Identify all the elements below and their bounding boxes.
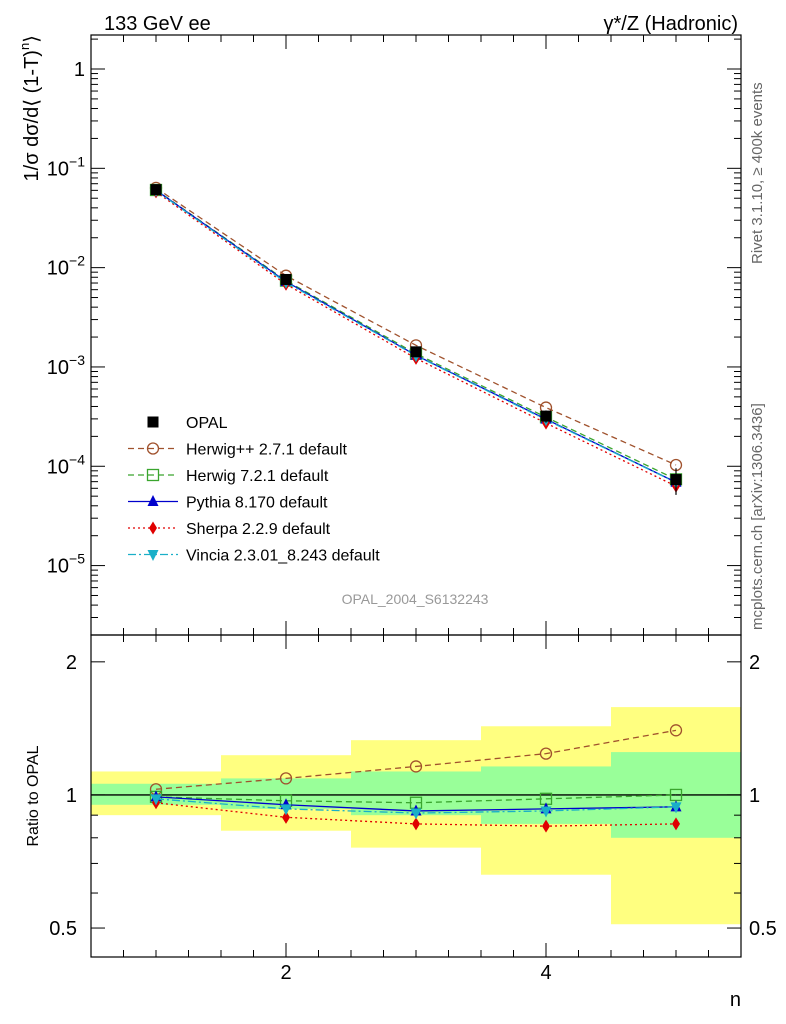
legend-label-herwig-7-2-1-default: Herwig 7.2.1 default (186, 468, 329, 485)
legend-label-pythia-8-170-default: Pythia 8.170 default (186, 495, 328, 512)
ratio-marker-sherpa-2-2-9-default (412, 817, 420, 831)
ratio-marker-vincia-2-3-01-8-243-default (150, 794, 162, 806)
series-line-herwig-7-2-1-default (155, 189, 677, 480)
ratio-plot-panel: 0.5 0.5 1 1 2 2 2 4 Ratio to OPAL n (25, 634, 777, 1011)
ratio-marker-sherpa-2-2-9-default (542, 819, 550, 833)
ratio-y-tick-label-right: 0.5 (749, 918, 777, 940)
series-line-sherpa-2-2-9-default (155, 191, 677, 487)
ratio-x-tick-label: 4 (540, 962, 551, 984)
main-y-tick-label: 10−4 (47, 451, 85, 478)
ratio-marker-herwig-2-7-1-default (539, 747, 553, 760)
main-plot-panel: 1 10−1 10−2 10−3 10−4 10−5 1/σ dσ/d⟨ (1-T)n⟩ OP… (17, 34, 742, 636)
data-point-opal (280, 273, 292, 285)
ratio-marker-herwig-2-7-1-default (669, 724, 683, 737)
ratio-x-tick-label: 2 (280, 962, 291, 984)
legend-label-opal: OPAL (186, 415, 228, 432)
ratio-marker-vincia-2-3-01-8-243-default (280, 804, 292, 816)
legend: OPAL Herwig++ 2.7.1 default Herwig 7.2.1 d… (128, 415, 380, 565)
main-y-tick-label: 10−3 (47, 352, 85, 379)
legend-marker-opal (147, 416, 159, 428)
main-y-axis-label: 1/σ dσ/d⟨ (1-T)n⟩ (17, 35, 43, 181)
analysis-id: OPAL_2004_S6132243 (342, 591, 489, 607)
left-title: 133 GeV ee (104, 13, 211, 35)
legend-marker-pythia-8-170-default (147, 495, 159, 506)
main-frame (90, 34, 742, 636)
ratio-line-herwig-2-7-1-default (155, 729, 677, 790)
ratio-marker-vincia-2-3-01-8-243-default (540, 806, 552, 818)
x-axis-label: n (730, 989, 741, 1011)
rivet-label: Rivet 3.1.10, ≥ 400k events (749, 82, 766, 264)
ratio-y-tick-label: 1 (66, 785, 77, 807)
ratio-y-tick-label: 0.5 (49, 918, 77, 940)
main-y-tick-label: 10−1 (47, 153, 85, 180)
ratio-marker-herwig-2-7-1-default (409, 760, 423, 773)
series-line-pythia-8-170-default (155, 189, 677, 483)
data-point-opal (410, 346, 422, 358)
series-line-vincia-2-3-01-8-243-default (155, 190, 677, 483)
mcplots-label: mcplots.cern.ch [arXiv:1306.3436] (749, 403, 766, 630)
legend-label-vincia-2-3-01-8-243-default: Vincia 2.3.01_8.243 default (186, 548, 380, 565)
series-line-herwig-2-7-1-default (155, 187, 677, 466)
data-point-opal (670, 474, 682, 486)
legend-marker-herwig-7-2-1-default (146, 468, 160, 482)
legend-label-herwig-2-7-1-default: Herwig++ 2.7.1 default (186, 442, 348, 459)
ratio-y-tick-label: 2 (66, 652, 77, 674)
ratio-line-herwig-7-2-1-default (155, 794, 677, 804)
legend-label-sherpa-2-2-9-default: Sherpa 2.2.9 default (186, 521, 331, 538)
ratio-y-tick-label-right: 2 (749, 652, 760, 674)
ratio-marker-herwig-2-7-1-default (279, 772, 293, 785)
ratio-marker-vincia-2-3-01-8-243-default (670, 802, 682, 814)
right-title: γ*/Z (Hadronic) (604, 13, 738, 35)
ratio-marker-vincia-2-3-01-8-243-default (410, 808, 422, 820)
main-y-tick-label: 10−5 (47, 551, 85, 578)
ratio-y-tick-label-right: 1 (749, 785, 760, 807)
main-y-tick-label: 1 (74, 59, 85, 81)
data-point-opal (150, 184, 162, 196)
ratio-y-axis-label: Ratio to OPAL (25, 745, 42, 846)
ratio-marker-sherpa-2-2-9-default (282, 810, 290, 824)
legend-marker-vincia-2-3-01-8-243-default (147, 550, 159, 561)
legend-marker-herwig-2-7-1-default (146, 442, 160, 455)
legend-marker-sherpa-2-2-9-default (149, 521, 157, 535)
main-y-tick-label: 10−2 (47, 253, 85, 280)
data-point-opal (540, 410, 552, 422)
ratio-marker-sherpa-2-2-9-default (672, 817, 680, 831)
